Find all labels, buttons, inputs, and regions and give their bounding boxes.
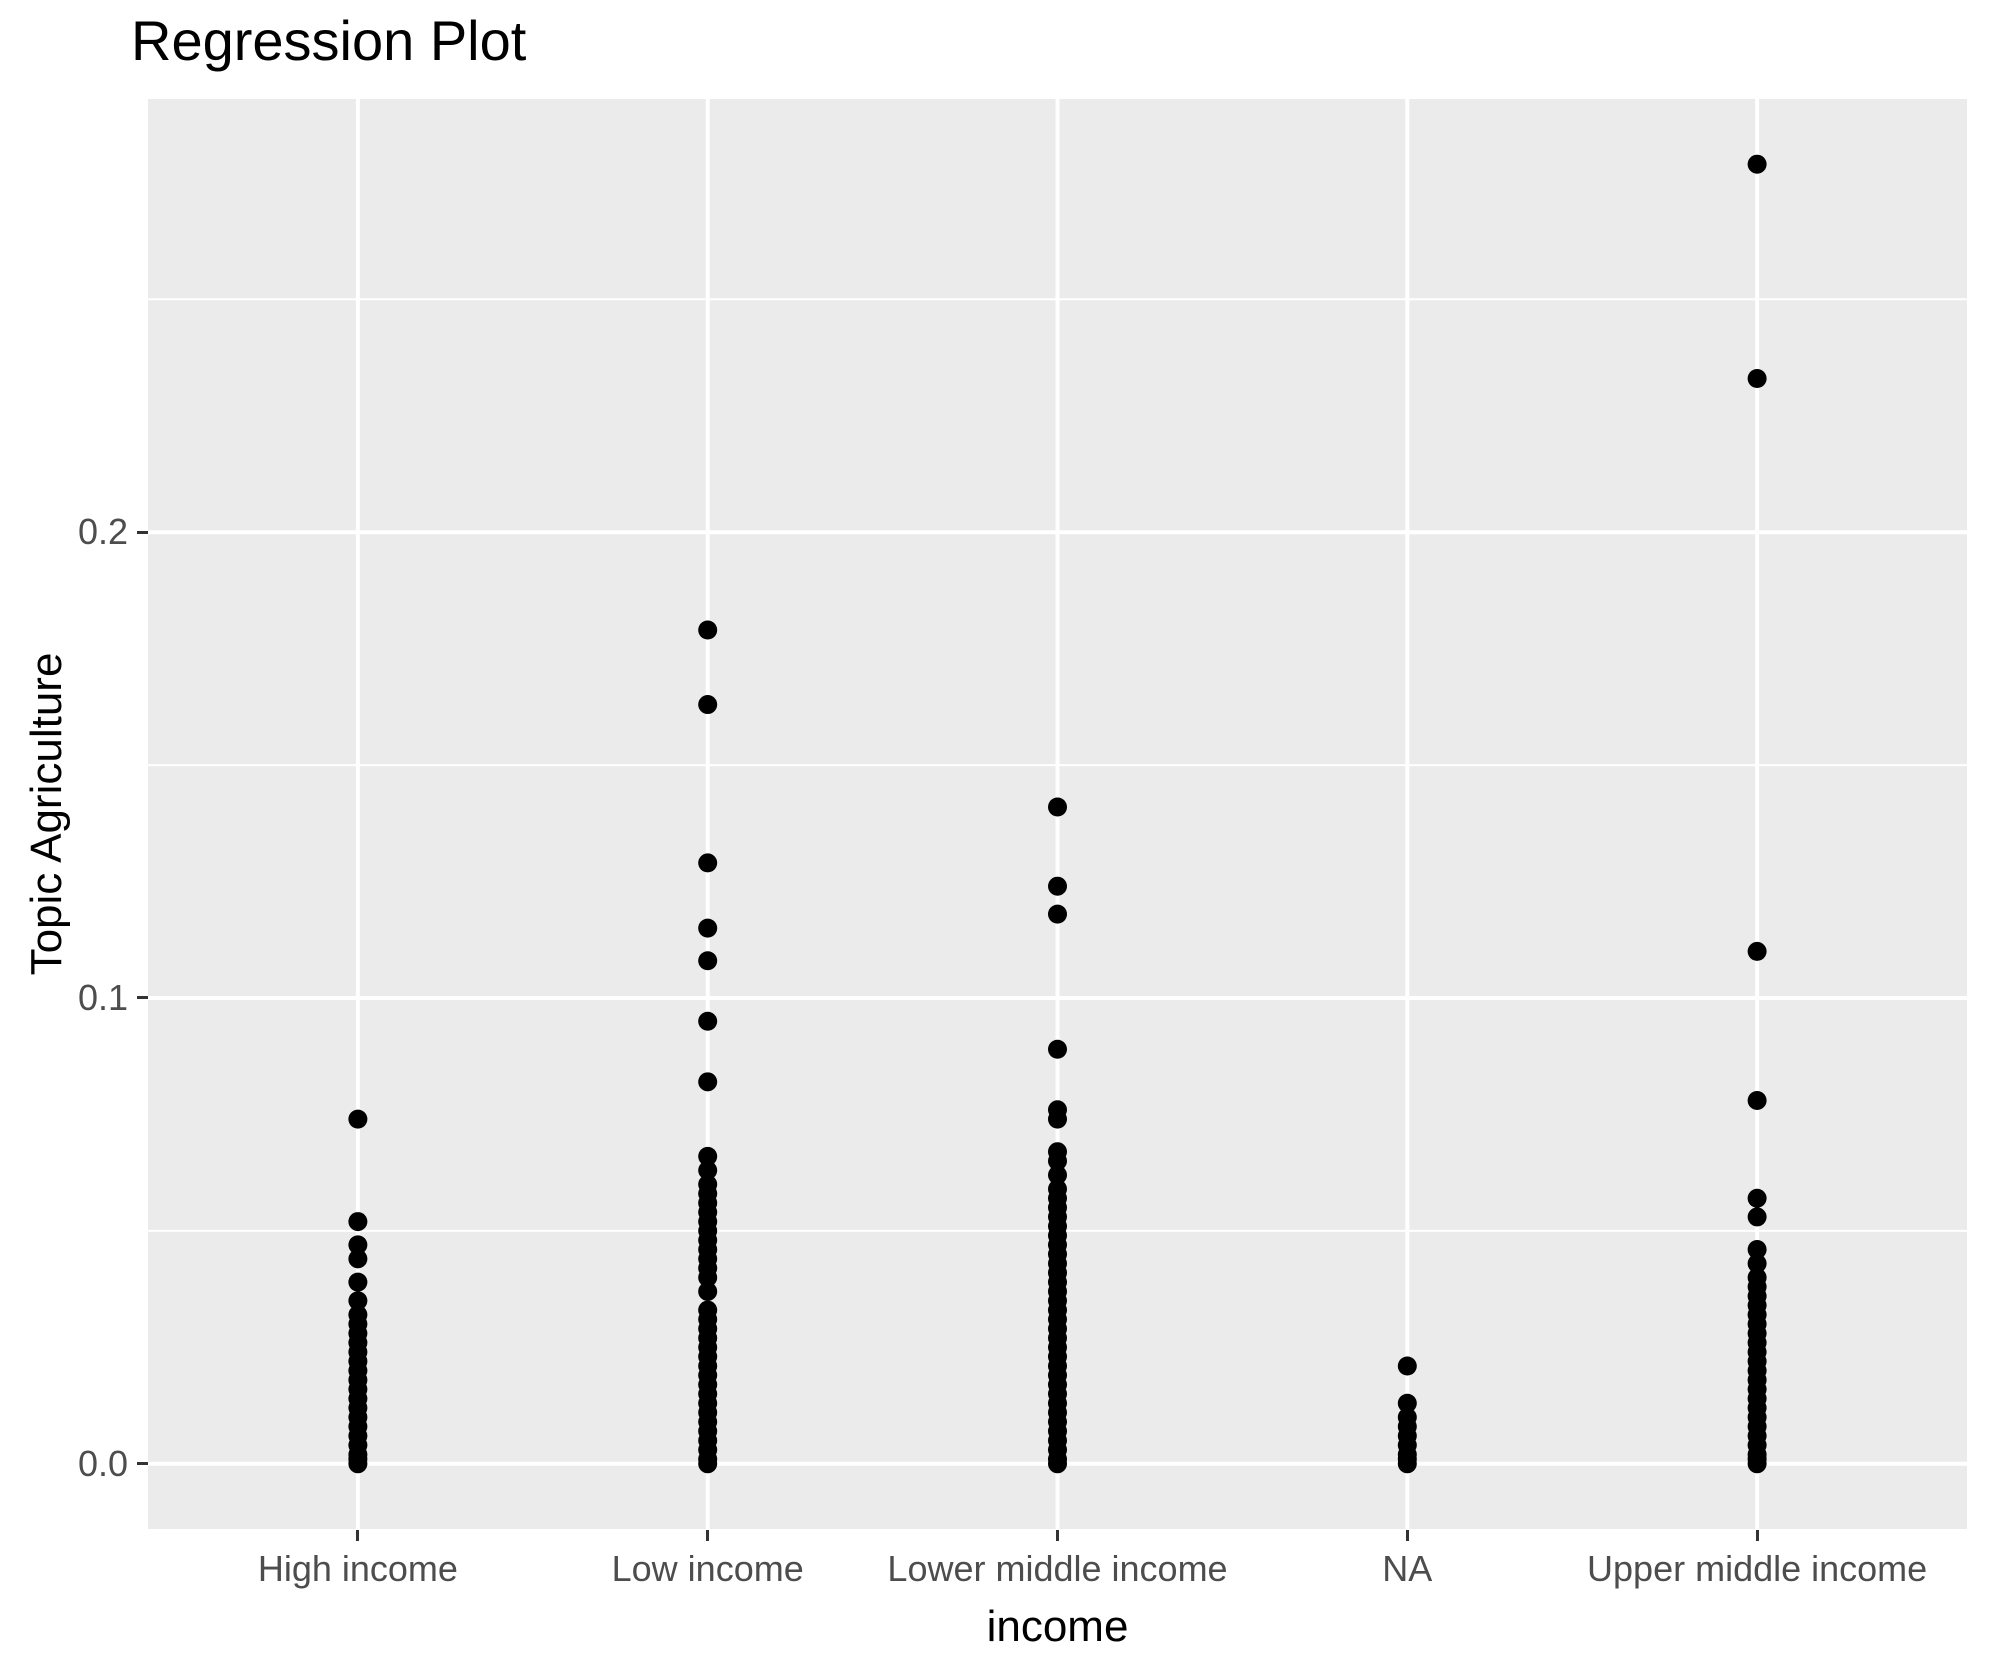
data-point xyxy=(1397,1454,1417,1474)
data-point xyxy=(1747,1454,1767,1474)
data-point xyxy=(1397,1393,1417,1413)
x-tick-mark xyxy=(1056,1530,1059,1541)
data-point xyxy=(1747,1207,1767,1227)
data-point xyxy=(1048,797,1067,817)
data-point xyxy=(348,1109,368,1129)
x-axis-title: income xyxy=(986,1602,1129,1651)
data-point xyxy=(1048,1039,1067,1059)
data-point xyxy=(698,1072,718,1092)
data-point xyxy=(1747,368,1767,388)
data-point xyxy=(348,1272,368,1292)
data-point xyxy=(348,1291,368,1311)
data-point xyxy=(348,1212,368,1232)
data-point xyxy=(698,918,718,938)
y-axis-title-text: Topic Agriculture xyxy=(22,652,71,976)
data-point xyxy=(1747,1188,1767,1208)
data-point xyxy=(698,1281,718,1301)
data-point xyxy=(698,1267,718,1287)
x-tick-label: NA xyxy=(1382,1548,1433,1589)
data-point xyxy=(348,1249,368,1269)
x-tick-label: Low income xyxy=(611,1548,804,1589)
data-point xyxy=(1397,1356,1417,1376)
data-point xyxy=(698,853,718,873)
data-point xyxy=(1048,1109,1067,1129)
x-tick-mark xyxy=(356,1530,360,1541)
data-point xyxy=(698,1454,718,1474)
data-point xyxy=(698,695,718,715)
data-point xyxy=(348,1454,368,1474)
x-tick-mark xyxy=(706,1530,710,1541)
x-tick-mark xyxy=(1405,1530,1409,1541)
data-point xyxy=(698,620,718,640)
x-tick-label: Upper middle income xyxy=(1587,1548,1928,1589)
data-point xyxy=(1048,1454,1067,1474)
data-point xyxy=(1048,1165,1067,1185)
y-tick-label: 0.0 xyxy=(77,1442,128,1484)
data-point xyxy=(698,1011,718,1031)
x-tick-mark xyxy=(1755,1530,1759,1541)
plot-panel xyxy=(148,99,1967,1529)
data-point xyxy=(1048,1151,1067,1171)
data-point xyxy=(1747,1090,1767,1110)
data-point xyxy=(1747,154,1767,174)
data-point xyxy=(1048,904,1067,924)
data-point xyxy=(1747,1253,1767,1273)
chart-canvas xyxy=(148,99,1967,1529)
plot-title: Regression Plot xyxy=(131,9,527,72)
y-tick-mark xyxy=(137,996,148,1000)
y-tick-label: 0.1 xyxy=(77,976,128,1018)
data-point xyxy=(698,1146,718,1166)
x-tick-label: Lower middle income xyxy=(887,1548,1228,1589)
data-point xyxy=(1048,876,1067,896)
data-point xyxy=(348,1235,368,1255)
data-point xyxy=(1747,941,1767,961)
data-point xyxy=(698,1160,718,1180)
y-tick-mark xyxy=(137,1462,148,1466)
y-tick-label: 0.2 xyxy=(77,511,128,553)
x-tick-label: High income xyxy=(257,1548,458,1589)
y-tick-mark xyxy=(137,530,148,534)
data-point xyxy=(698,951,718,971)
data-point xyxy=(1747,1240,1767,1260)
